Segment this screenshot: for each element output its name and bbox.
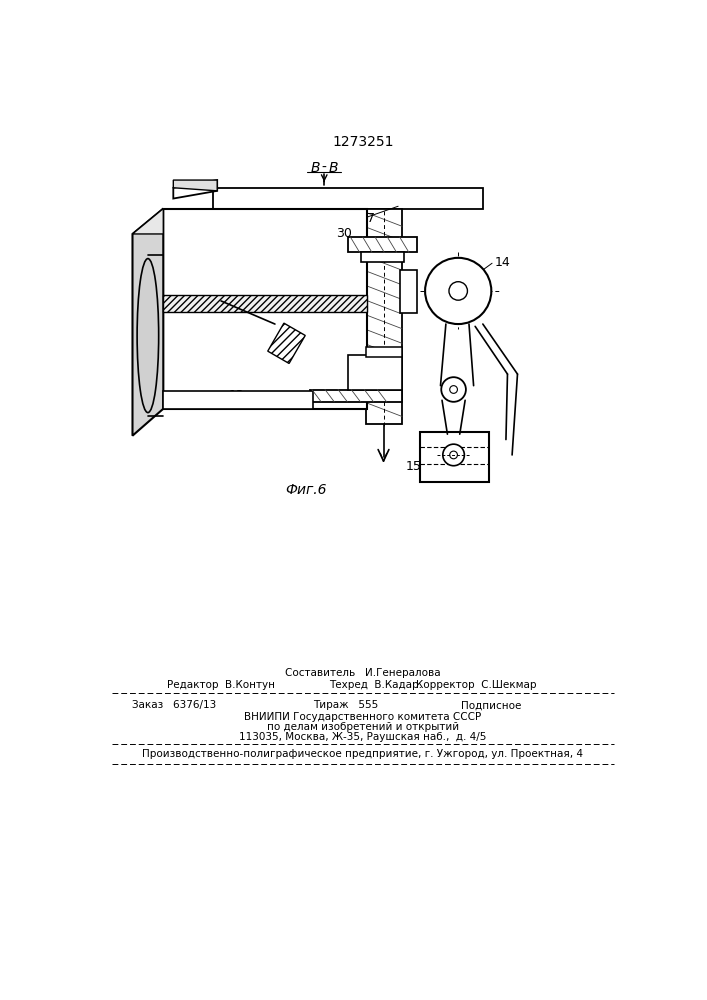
Circle shape bbox=[450, 386, 457, 393]
Text: Заказ   6376/13: Заказ 6376/13 bbox=[132, 700, 217, 710]
Text: по делам изобретений и открытий: по делам изобретений и открытий bbox=[267, 722, 459, 732]
Text: Тираж   555: Тираж 555 bbox=[313, 700, 379, 710]
Bar bbox=[366, 347, 402, 357]
Bar bbox=[399, 270, 416, 312]
Ellipse shape bbox=[137, 259, 158, 413]
Circle shape bbox=[450, 451, 457, 459]
Bar bbox=[348, 355, 402, 389]
Text: -: - bbox=[322, 161, 327, 175]
Text: Фиг.6: Фиг.6 bbox=[285, 483, 327, 497]
Polygon shape bbox=[132, 209, 163, 436]
Text: Подписное: Подписное bbox=[461, 700, 521, 710]
Text: 7: 7 bbox=[368, 212, 375, 225]
Text: 13: 13 bbox=[229, 389, 245, 402]
Text: Производственно-полиграфическое предприятие, г. Ужгород, ул. Проектная, 4: Производственно-полиграфическое предприя… bbox=[142, 749, 583, 759]
Bar bbox=[163, 391, 313, 409]
Polygon shape bbox=[173, 180, 217, 199]
Text: ВНИИПИ Государственного комитета СССР: ВНИИПИ Государственного комитета СССР bbox=[244, 712, 481, 722]
Polygon shape bbox=[173, 180, 217, 191]
Bar bbox=[310, 389, 402, 402]
Bar bbox=[366, 209, 402, 424]
Text: Корректор  С.Шекмар: Корректор С.Шекмар bbox=[416, 680, 537, 690]
Bar bbox=[420, 432, 489, 482]
Circle shape bbox=[443, 444, 464, 466]
Bar bbox=[268, 323, 305, 363]
Circle shape bbox=[449, 282, 467, 300]
Text: Редактор  В.Контун: Редактор В.Контун bbox=[167, 680, 275, 690]
Bar bbox=[361, 252, 404, 262]
Text: 113035, Москва, Ж-35, Раушская наб.,  д. 4/5: 113035, Москва, Ж-35, Раушская наб., д. … bbox=[239, 732, 486, 742]
Polygon shape bbox=[132, 209, 163, 234]
Text: 30: 30 bbox=[336, 227, 352, 240]
Circle shape bbox=[425, 258, 491, 324]
Text: 14: 14 bbox=[494, 256, 510, 269]
Circle shape bbox=[441, 377, 466, 402]
Text: В: В bbox=[329, 161, 338, 175]
Polygon shape bbox=[214, 188, 483, 209]
Text: Техред  В.Кадар.: Техред В.Кадар. bbox=[329, 680, 422, 690]
Bar bbox=[348, 237, 417, 252]
Bar bbox=[163, 295, 368, 312]
Text: 1273251: 1273251 bbox=[332, 135, 394, 149]
Text: В: В bbox=[310, 161, 320, 175]
Text: Составитель   И.Генералова: Составитель И.Генералова bbox=[285, 668, 440, 678]
Bar bbox=[163, 209, 368, 409]
Text: 15: 15 bbox=[405, 460, 421, 473]
